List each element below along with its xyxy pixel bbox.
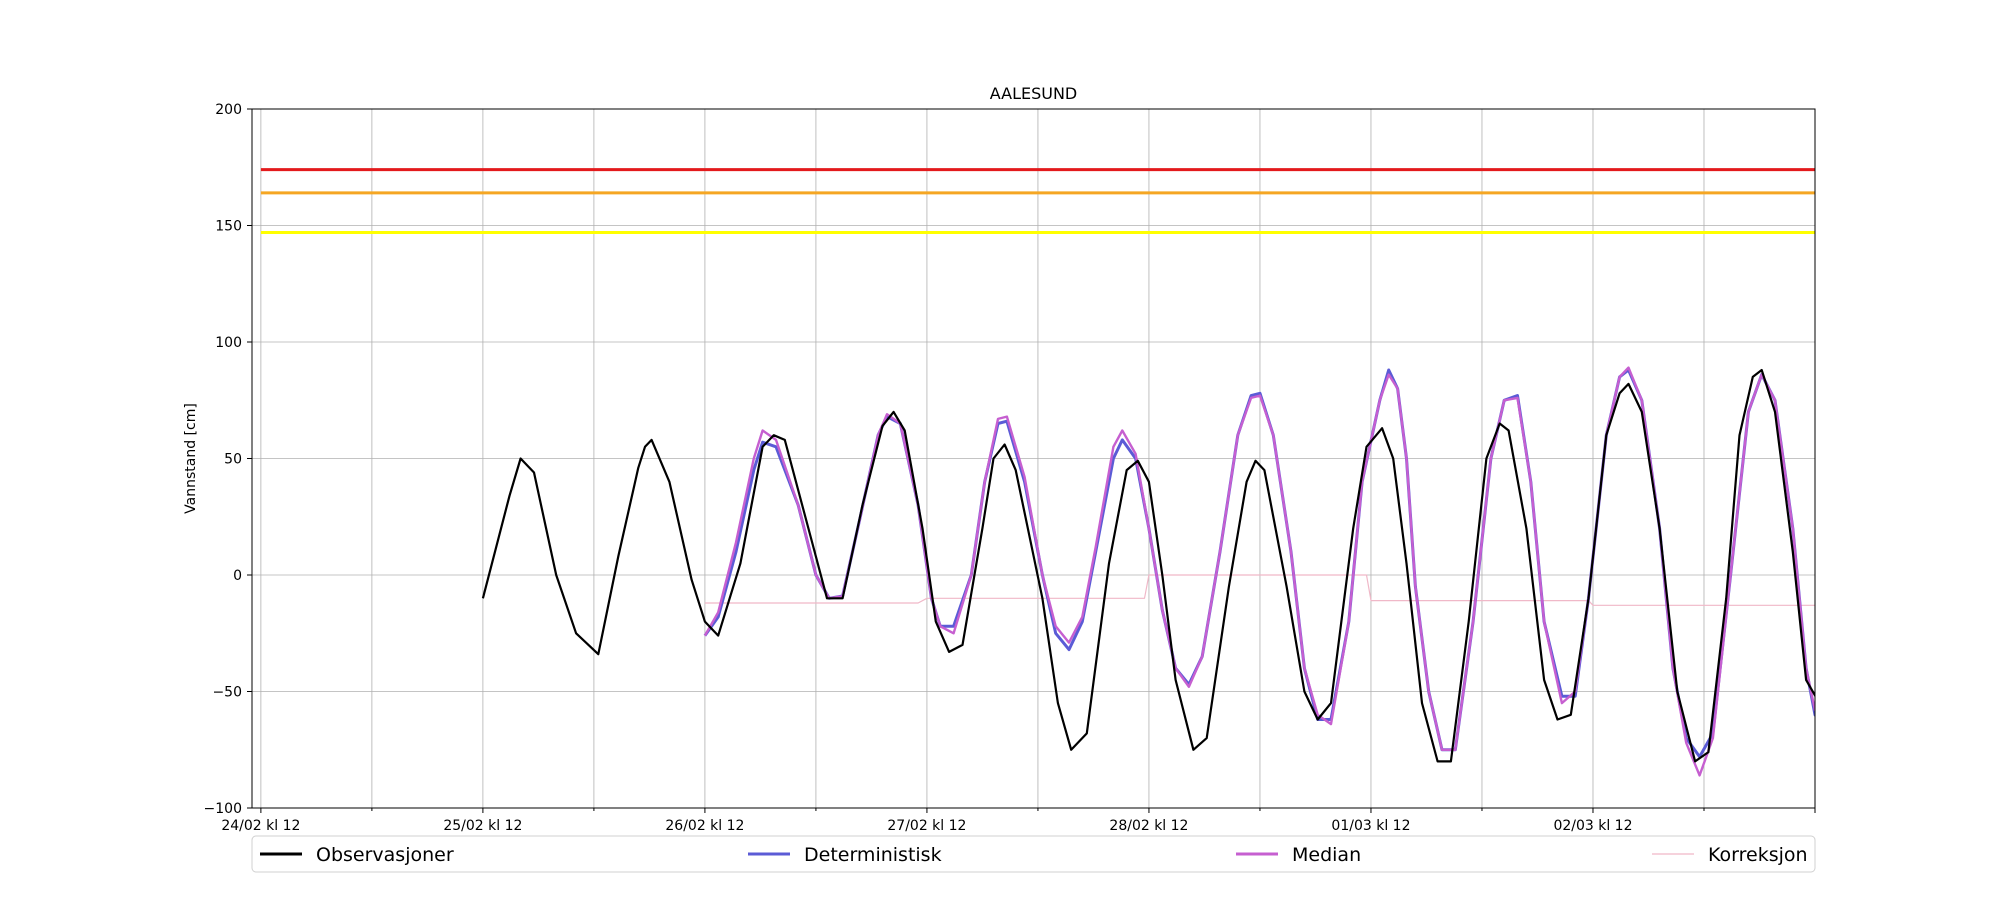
x-axis: 24/02 kl 12 25/02 kl 12 26/02 kl 12 27/02 k… [221,808,1816,834]
series-line-median [703,366,1815,777]
y-tick-label: −100 [204,801,242,817]
chart-title: AALESUND [990,84,1078,103]
x-tick-label: 25/02 kl 12 [443,818,522,834]
x-tick-label: 02/03 kl 12 [1553,818,1632,834]
x-tick-label: 27/02 kl 12 [887,818,966,834]
y-tick-label: 0 [233,568,242,584]
legend-box [251,835,1816,873]
y-tick-label: −50 [212,685,242,701]
legend-label: Observasjoner [316,844,454,866]
x-tick-label: 28/02 kl 12 [1109,818,1188,834]
y-axis-label: Vannstand [cm] [183,403,199,514]
y-axis: 200 150 100 50 0 −50 −100 [204,102,252,817]
series-line-observasjoner [481,368,1815,763]
y-tick-label: 100 [215,335,242,351]
x-tick-label: 24/02 kl 12 [221,818,300,834]
x-tick-label: 01/03 kl 12 [1331,818,1410,834]
series-line-korreksjon [704,574,1815,606]
legend-label: Deterministisk [804,844,942,866]
legend-label: Korreksjon [1708,844,1808,866]
grid-lines [252,108,1816,809]
y-tick-label: 200 [215,102,242,118]
x-tick-label: 26/02 kl 12 [665,818,744,834]
legend: Observasjoner Deterministisk Median Korreks… [251,835,1816,873]
legend-label: Median [1292,844,1361,866]
series-lines [481,366,1815,777]
y-tick-label: 50 [224,452,242,468]
threshold-lines [260,168,1815,234]
y-tick-label: 150 [215,219,242,235]
